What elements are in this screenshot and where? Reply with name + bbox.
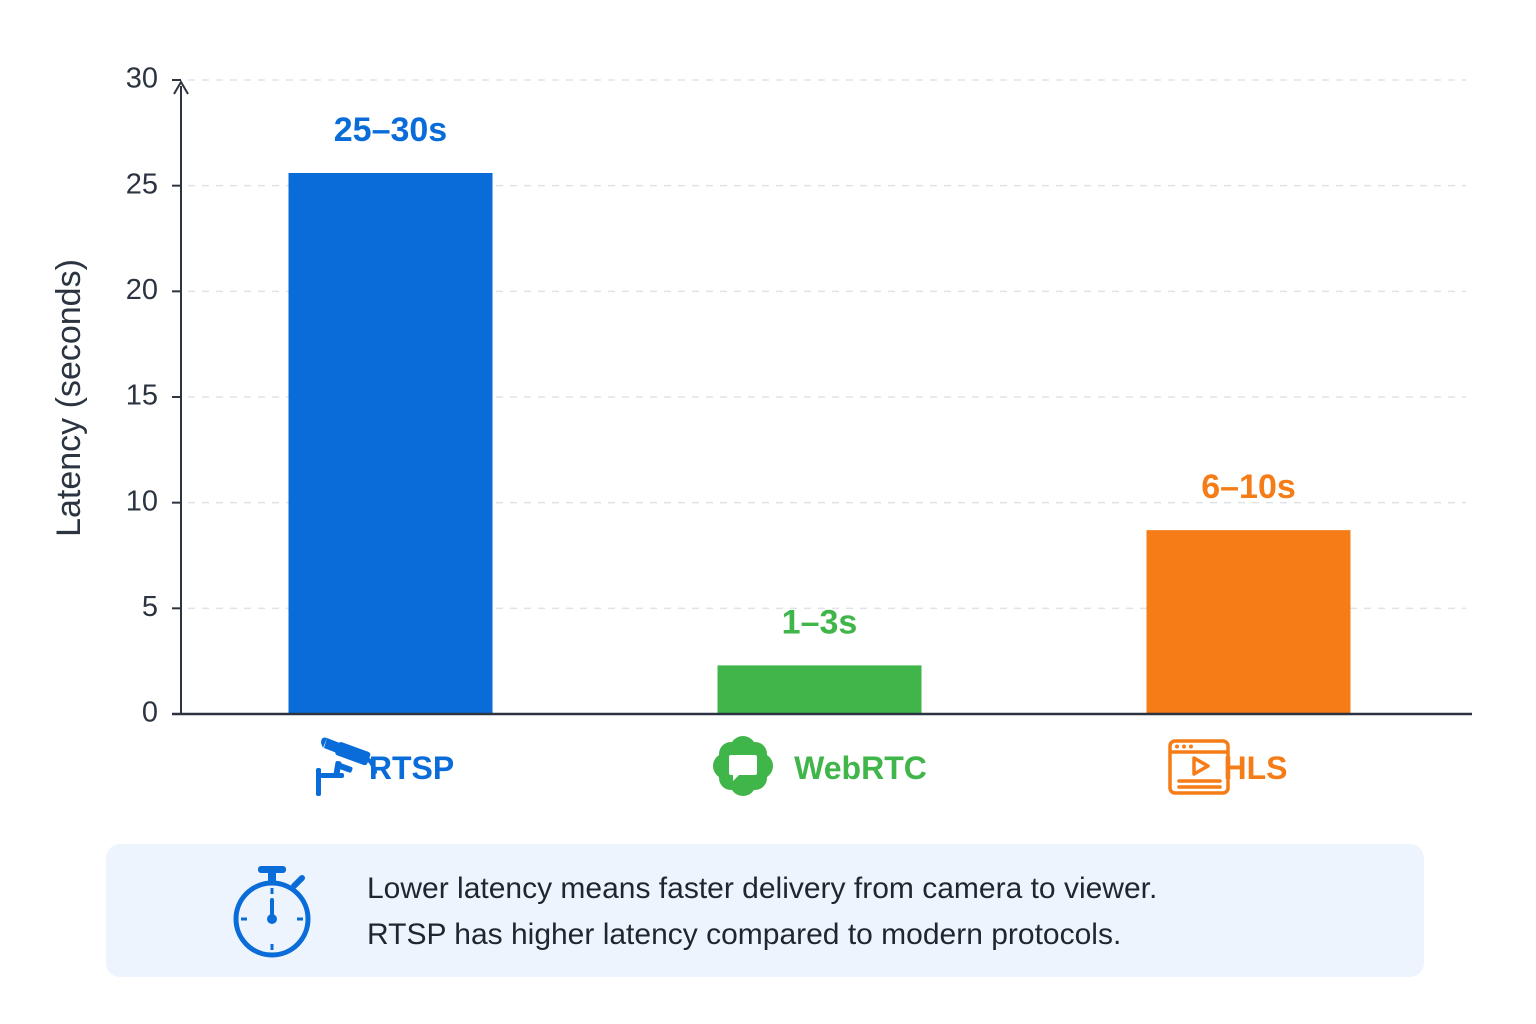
y-tick-label-10: 10	[126, 485, 158, 517]
y-tick-label-20: 20	[126, 274, 158, 306]
data-label-hls: 6–10s	[1201, 468, 1296, 506]
category-label-webrtc: WebRTC	[794, 750, 927, 786]
video-player-icon	[1168, 739, 1230, 795]
bars	[288, 172, 1351, 714]
y-tick-label-25: 25	[126, 168, 158, 200]
stopwatch-icon	[233, 866, 311, 958]
note-line-1: Lower latency means faster delivery from…	[367, 872, 1158, 905]
data-labels: 25–30s 1–3s 6–10s	[334, 111, 1296, 641]
chat-bubble-icon	[713, 736, 773, 796]
note-text: Lower latency means faster delivery from…	[367, 866, 1397, 958]
y-tick-label-30: 30	[126, 63, 158, 95]
category-labels: RTSP WebRTC HLS	[369, 750, 1288, 786]
note-line-2: RTSP has higher latency compared to mode…	[367, 918, 1122, 951]
data-label-rtsp: 25–30s	[334, 111, 447, 149]
y-tick-label-0: 0	[142, 697, 158, 729]
axes	[172, 80, 1472, 716]
bar-rtsp	[288, 172, 493, 714]
info-note: Lower latency means faster delivery from…	[106, 844, 1424, 977]
y-tick-label-5: 5	[142, 591, 158, 623]
data-label-webrtc: 1–3s	[782, 603, 858, 641]
bar-webrtc	[717, 665, 922, 714]
latency-bar-chart: 0 5 10 15 20 25 30 25–30s 1–3s 6–10s Latency (se…	[50, 63, 1472, 796]
bar-hls	[1146, 530, 1351, 714]
y-axis-title: Latency (seconds)	[50, 259, 88, 537]
security-camera-icon	[316, 737, 377, 796]
y-tick-label-15: 15	[126, 380, 158, 412]
y-axis-ticks: 0 5 10 15 20 25 30	[126, 63, 181, 729]
category-label-rtsp: RTSP	[369, 750, 454, 786]
category-label-hls: HLS	[1224, 750, 1288, 786]
y-axis-arrow	[173, 80, 189, 95]
